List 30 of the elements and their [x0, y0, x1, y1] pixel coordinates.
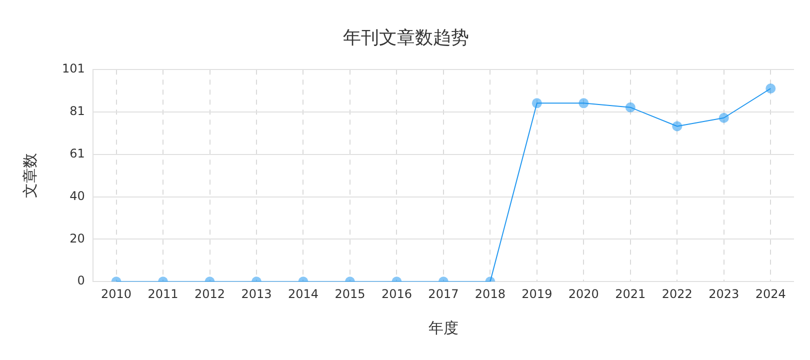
y-tick-label: 40: [70, 188, 85, 203]
y-tick-label: 61: [70, 146, 85, 161]
x-tick-label: 2013: [241, 286, 272, 301]
y-tick-label: 101: [62, 62, 85, 76]
x-tick-label: 2022: [662, 286, 692, 301]
x-tick-label: 2015: [334, 286, 366, 301]
chart-title: 年刊文章数趋势: [343, 27, 469, 48]
x-tick-label: 2024: [755, 286, 786, 301]
y-axis-title: 文章数: [20, 153, 39, 198]
x-tick-label: 2019: [522, 286, 552, 301]
x-tick-label: 2023: [708, 286, 740, 301]
x-tick-label: 2018: [474, 286, 506, 301]
y-tick-label: 20: [70, 231, 85, 246]
x-tick-label: 2021: [615, 286, 646, 301]
point: [766, 83, 776, 94]
point: [532, 98, 542, 108]
point: [672, 121, 682, 132]
x-tick-label: 2020: [568, 286, 599, 301]
x-axis-title: 年度: [428, 318, 458, 337]
y-tick-label: 81: [70, 104, 85, 118]
point: [625, 102, 636, 112]
point: [578, 98, 589, 108]
x-tick-label: 2014: [288, 286, 319, 301]
x-tick-label: 2011: [148, 286, 178, 301]
point: [718, 112, 729, 123]
x-tick-label: 2017: [428, 286, 459, 301]
x-tick-label: 2010: [101, 286, 132, 301]
x-tick-label: 2016: [381, 286, 412, 301]
x-tick-label: 2012: [194, 286, 226, 301]
y-tick-label: 0: [77, 274, 85, 288]
